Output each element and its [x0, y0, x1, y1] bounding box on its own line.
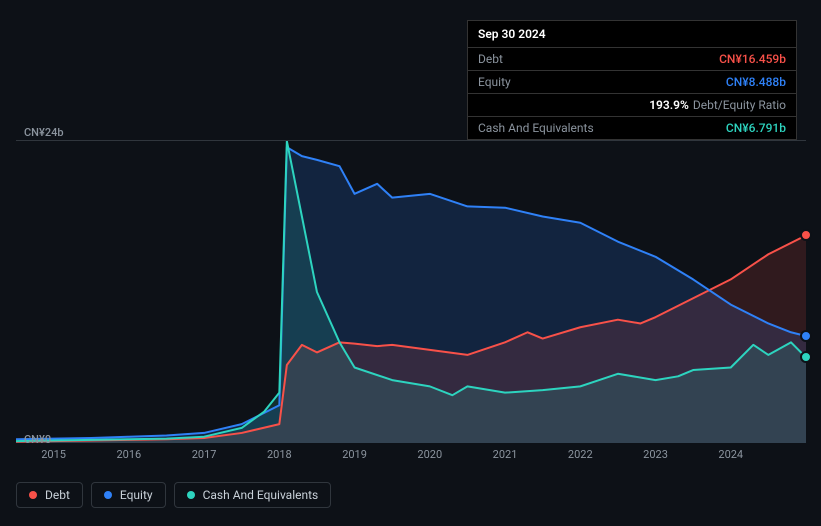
tooltip-row-value: CN¥8.488b	[726, 75, 786, 89]
x-axis-label: 2017	[192, 448, 217, 461]
x-axis-labels: 2015 2016 2017 2018 2019 2020 2021 2022 2023 2024	[16, 448, 806, 466]
chart-svg	[16, 141, 806, 443]
tooltip-date: Sep 30 2024	[468, 21, 796, 48]
x-axis-label: 2023	[643, 448, 668, 461]
x-axis-label: 2016	[116, 448, 141, 461]
legend-item-equity[interactable]: Equity	[91, 482, 166, 508]
x-axis-label: 2024	[718, 448, 743, 461]
x-axis-label: 2020	[417, 448, 442, 461]
tooltip-row-value: CN¥16.459b	[719, 52, 786, 66]
chart-plot-area[interactable]	[16, 140, 806, 442]
marker-debt	[800, 229, 812, 241]
tooltip-row-label: Cash And Equivalents	[478, 121, 594, 135]
marker-equity	[800, 330, 812, 342]
data-tooltip: Sep 30 2024 Debt CN¥16.459b Equity CN¥8.488…	[467, 20, 797, 140]
tooltip-row: Cash And Equivalents CN¥6.791b	[468, 117, 796, 139]
x-axis-label: 2018	[267, 448, 292, 461]
legend-label: Equity	[120, 488, 153, 502]
tooltip-row: Equity CN¥8.488b	[468, 71, 796, 94]
y-axis-min-label: CN¥0	[24, 433, 51, 446]
y-axis-max-label: CN¥24b	[24, 126, 64, 139]
x-axis-label: 2022	[568, 448, 593, 461]
tooltip-row-label: Equity	[478, 75, 511, 89]
marker-cash-and-equivalents	[800, 351, 812, 363]
tooltip-row: Debt CN¥16.459b	[468, 48, 796, 71]
tooltip-row-label: Debt	[478, 52, 503, 66]
legend-dot-icon	[29, 491, 37, 499]
legend-item-debt[interactable]: Debt	[16, 482, 83, 508]
legend-item-cash-and-equivalents[interactable]: Cash And Equivalents	[174, 482, 332, 508]
x-axis-label: 2021	[493, 448, 518, 461]
tooltip-row-value: CN¥6.791b	[726, 121, 786, 135]
tooltip-ratio: 193.9%Debt/Equity Ratio	[649, 98, 786, 112]
legend-dot-icon	[187, 491, 195, 499]
x-axis-label: 2015	[41, 448, 66, 461]
legend-dot-icon	[104, 491, 112, 499]
chart-container: CN¥24b CN¥0	[16, 140, 806, 442]
tooltip-row: 193.9%Debt/Equity Ratio	[468, 94, 796, 117]
legend-label: Cash And Equivalents	[203, 488, 319, 502]
x-axis-label: 2019	[342, 448, 367, 461]
legend-label: Debt	[45, 488, 70, 502]
chart-legend: Debt Equity Cash And Equivalents	[16, 482, 331, 508]
